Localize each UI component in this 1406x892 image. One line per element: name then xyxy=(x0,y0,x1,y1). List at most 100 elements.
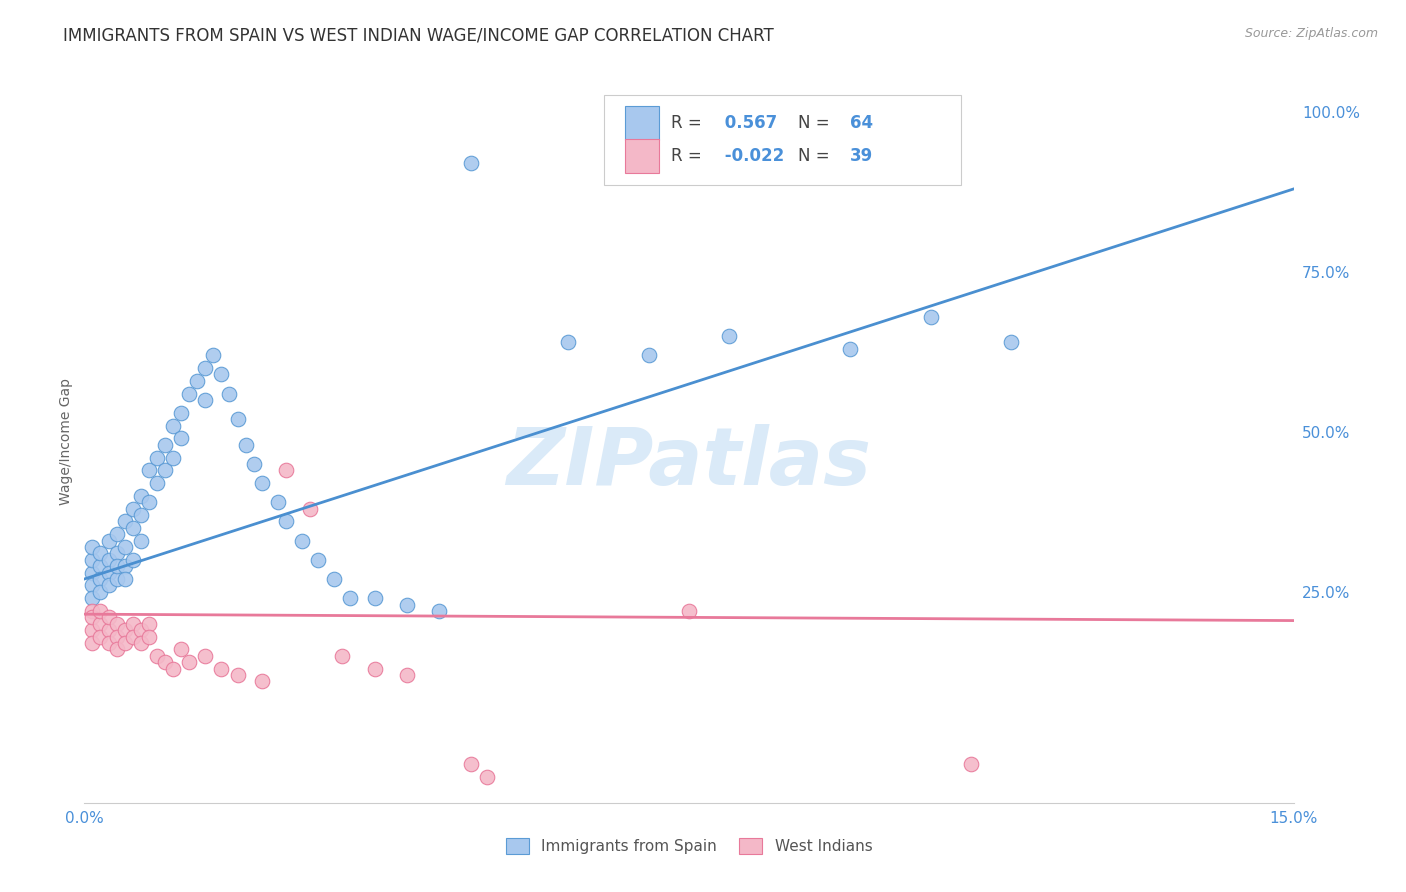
Point xyxy=(291,533,314,548)
Point xyxy=(179,386,201,401)
Point xyxy=(162,661,184,675)
Point xyxy=(162,418,184,433)
Point xyxy=(114,559,136,574)
FancyBboxPatch shape xyxy=(624,105,659,140)
Point xyxy=(82,623,104,637)
Point xyxy=(105,559,128,574)
Point xyxy=(250,476,273,491)
Point xyxy=(153,438,176,452)
Point xyxy=(209,661,232,675)
Point xyxy=(121,521,143,535)
Point xyxy=(105,642,128,657)
Point xyxy=(395,668,418,682)
Point xyxy=(97,553,120,567)
Point xyxy=(235,438,257,452)
Point xyxy=(105,546,128,560)
Point xyxy=(97,610,120,624)
Point xyxy=(146,450,169,465)
Point xyxy=(274,463,297,477)
Point xyxy=(138,463,160,477)
Point xyxy=(307,553,329,567)
Point xyxy=(97,636,120,650)
Point xyxy=(89,616,111,631)
Point xyxy=(226,668,249,682)
Point xyxy=(339,591,361,606)
Point xyxy=(89,604,111,618)
Point xyxy=(274,515,297,529)
Point xyxy=(460,156,482,170)
FancyBboxPatch shape xyxy=(624,139,659,173)
Text: N =: N = xyxy=(797,147,830,165)
Point xyxy=(114,636,136,650)
Point xyxy=(97,623,120,637)
Point xyxy=(114,572,136,586)
Point xyxy=(460,757,482,772)
Point xyxy=(363,591,385,606)
Point xyxy=(82,578,104,592)
Point xyxy=(89,559,111,574)
Y-axis label: Wage/Income Gap: Wage/Income Gap xyxy=(59,378,73,505)
Point xyxy=(179,655,201,669)
Point xyxy=(114,540,136,554)
Point xyxy=(186,374,208,388)
Text: R =: R = xyxy=(671,114,702,132)
Point xyxy=(129,489,152,503)
Point xyxy=(427,604,450,618)
Point xyxy=(839,342,862,356)
Point xyxy=(89,546,111,560)
Point xyxy=(138,495,160,509)
Point xyxy=(114,623,136,637)
Text: 0.567: 0.567 xyxy=(720,114,778,132)
Point xyxy=(299,501,322,516)
Point xyxy=(89,572,111,586)
Point xyxy=(82,610,104,624)
Text: Source: ZipAtlas.com: Source: ZipAtlas.com xyxy=(1244,27,1378,40)
Point xyxy=(218,386,240,401)
Point xyxy=(82,553,104,567)
Point xyxy=(129,533,152,548)
Point xyxy=(330,648,353,663)
Point xyxy=(250,674,273,689)
Point xyxy=(153,655,176,669)
Text: N =: N = xyxy=(797,114,830,132)
Text: 64: 64 xyxy=(849,114,873,132)
Point xyxy=(194,648,217,663)
Point xyxy=(82,566,104,580)
Point xyxy=(1000,335,1022,350)
Point xyxy=(226,412,249,426)
Point xyxy=(202,348,225,362)
Point xyxy=(323,572,346,586)
Point xyxy=(97,566,120,580)
Text: 39: 39 xyxy=(849,147,873,165)
Point xyxy=(170,406,193,420)
Point xyxy=(121,630,143,644)
Text: -0.022: -0.022 xyxy=(720,147,785,165)
Point xyxy=(97,578,120,592)
Point xyxy=(138,616,160,631)
Point xyxy=(121,501,143,516)
Point xyxy=(170,431,193,445)
Point xyxy=(637,348,659,362)
Point xyxy=(121,553,143,567)
Point xyxy=(194,392,217,407)
Point xyxy=(146,476,169,491)
Point xyxy=(105,527,128,541)
Point xyxy=(82,540,104,554)
Point xyxy=(129,623,152,637)
Text: ZIPatlas: ZIPatlas xyxy=(506,425,872,502)
Point xyxy=(114,515,136,529)
Point xyxy=(82,591,104,606)
Point xyxy=(105,630,128,644)
Point xyxy=(146,648,169,663)
Point xyxy=(267,495,290,509)
Point xyxy=(89,584,111,599)
Point xyxy=(105,572,128,586)
FancyBboxPatch shape xyxy=(605,95,962,185)
Point xyxy=(129,636,152,650)
Point xyxy=(105,616,128,631)
Point xyxy=(82,604,104,618)
Point xyxy=(89,630,111,644)
Point xyxy=(162,450,184,465)
Point xyxy=(395,598,418,612)
Point xyxy=(363,661,385,675)
